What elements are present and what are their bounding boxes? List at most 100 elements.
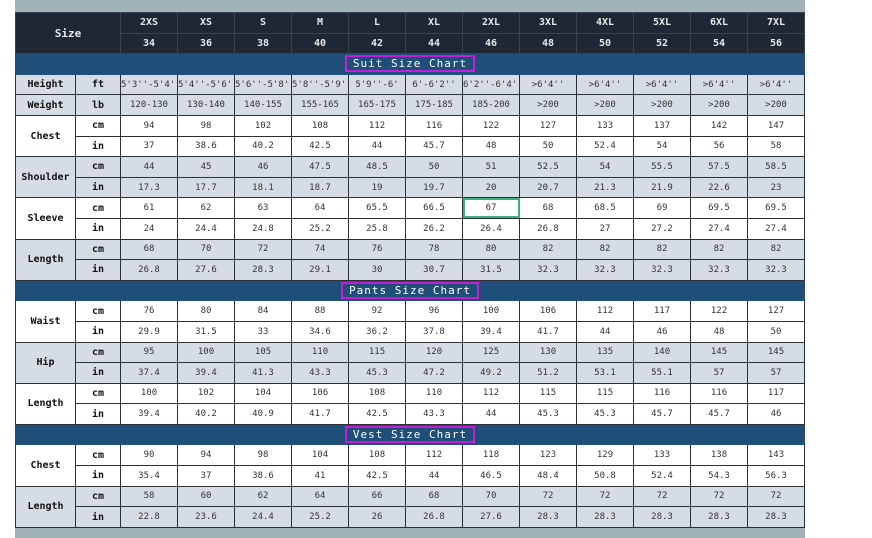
value-cell: 100 <box>120 382 178 405</box>
size-letter: L <box>348 12 406 34</box>
value-cell: 41.3 <box>234 362 292 384</box>
value-cell: 5'6''-5'8'' <box>234 73 292 96</box>
value-cell: 100 <box>177 341 235 364</box>
table-row: Height ft 5'3''-5'4'' 5'4''-5'6'' 5'6''-5'8'… <box>15 73 805 96</box>
unit-label: cm <box>75 341 121 364</box>
value-cell: 23.6 <box>177 506 235 528</box>
value-cell: 43.3 <box>291 362 349 384</box>
value-cell: 27.6 <box>462 506 520 528</box>
value-cell: 39.4 <box>462 320 520 343</box>
value-cell: 5'3''-5'4'' <box>120 73 178 96</box>
value-cell: 45.7 <box>405 135 463 158</box>
value-cell: 127 <box>519 114 577 137</box>
value-cell: 41.7 <box>291 403 349 425</box>
value-cell: 98 <box>234 444 292 467</box>
value-cell: 44 <box>462 403 520 425</box>
value-cell: >200 <box>519 94 577 116</box>
measurement-label: Length <box>15 238 76 281</box>
value-cell: 72 <box>690 485 748 508</box>
value-cell: 122 <box>690 300 748 322</box>
value-cell: 47.2 <box>405 362 463 384</box>
value-cell: 22.6 <box>690 176 748 199</box>
size-letter: 3XL <box>519 12 577 34</box>
value-cell: 28.3 <box>234 259 292 281</box>
value-cell: 32.3 <box>519 259 577 281</box>
section-title-bar: Vest Size Chart <box>15 423 805 446</box>
value-cell: 45.7 <box>690 403 748 425</box>
value-cell: 117 <box>633 300 691 322</box>
unit-label: ft <box>75 73 121 96</box>
value-cell: 44 <box>405 465 463 487</box>
unit-label: cm <box>75 444 121 467</box>
value-cell: 34.6 <box>291 320 349 343</box>
value-cell: 100 <box>462 300 520 322</box>
value-cell: 70 <box>462 485 520 508</box>
value-cell: 104 <box>291 444 349 467</box>
value-cell: 64 <box>291 485 349 508</box>
measurement-label: Length <box>15 382 76 425</box>
value-cell: 88 <box>291 300 349 322</box>
size-number: 44 <box>405 32 463 55</box>
value-cell: 28.3 <box>576 506 634 528</box>
value-cell: >200 <box>576 94 634 116</box>
value-cell: 5'8''-5'9'' <box>291 73 349 96</box>
value-cell: 53.1 <box>576 362 634 384</box>
value-cell: 118 <box>462 444 520 467</box>
value-cell: 68.5 <box>576 197 634 219</box>
unit-label: in <box>75 259 121 281</box>
value-cell: 30 <box>348 259 406 281</box>
value-cell: 27.6 <box>177 259 235 281</box>
value-cell: 19 <box>348 176 406 199</box>
value-cell: 120-130 <box>120 94 178 116</box>
value-cell: 116 <box>690 382 748 405</box>
value-cell: 17.7 <box>177 176 235 199</box>
size-number: 38 <box>234 32 292 55</box>
value-cell: 5'9''-6' <box>348 73 406 96</box>
size-number: 50 <box>576 32 634 55</box>
value-cell: 36.2 <box>348 320 406 343</box>
table-row: in 37 38.6 40.2 42.5 44 45.7 48 50 52.4 54 56 58 <box>16 135 805 158</box>
size-letter: 2XS <box>120 12 178 34</box>
value-cell: 58 <box>120 485 178 508</box>
measurement-label: Sleeve <box>15 197 76 240</box>
value-cell: 29.9 <box>120 320 178 343</box>
value-cell: 6'-6'2'' <box>405 73 463 96</box>
value-cell: 50.8 <box>576 465 634 487</box>
value-cell: 66.5 <box>405 197 463 219</box>
value-cell: 45.3 <box>348 362 406 384</box>
selected-cell[interactable]: 67 <box>462 197 520 219</box>
value-cell: 46 <box>234 156 292 178</box>
value-cell: 33 <box>234 320 292 343</box>
value-cell: 47.5 <box>291 156 349 178</box>
value-cell: 25.2 <box>291 217 349 240</box>
value-cell: 112 <box>348 114 406 137</box>
value-cell: 76 <box>120 300 178 322</box>
value-cell: >6'4'' <box>690 73 748 96</box>
value-cell: 21.9 <box>633 176 691 199</box>
value-cell: 95 <box>120 341 178 364</box>
value-cell: 78 <box>405 238 463 261</box>
size-number: 42 <box>348 32 406 55</box>
value-cell: 140-155 <box>234 94 292 116</box>
value-cell: 32.3 <box>690 259 748 281</box>
value-cell: 32.3 <box>747 259 805 281</box>
value-cell: 80 <box>177 300 235 322</box>
size-letter: XS <box>177 12 235 34</box>
value-cell: >200 <box>690 94 748 116</box>
value-cell: 28.3 <box>747 506 805 528</box>
value-cell: 18.7 <box>291 176 349 199</box>
value-cell: 116 <box>633 382 691 405</box>
unit-label: cm <box>75 197 121 219</box>
value-cell: 137 <box>633 114 691 137</box>
value-cell: 82 <box>633 238 691 261</box>
value-cell: 41.7 <box>519 320 577 343</box>
value-cell: 57 <box>747 362 805 384</box>
value-cell: 108 <box>348 444 406 467</box>
value-cell: 46 <box>747 403 805 425</box>
size-number: 52 <box>633 32 691 55</box>
value-cell: 22.8 <box>120 506 178 528</box>
table-row: in 26.8 27.6 28.3 29.1 30 30.7 31.5 32.3 32.3 32.3… <box>16 259 805 281</box>
value-cell: 54.3 <box>690 465 748 487</box>
value-cell: 46 <box>633 320 691 343</box>
size-number: 54 <box>690 32 748 55</box>
